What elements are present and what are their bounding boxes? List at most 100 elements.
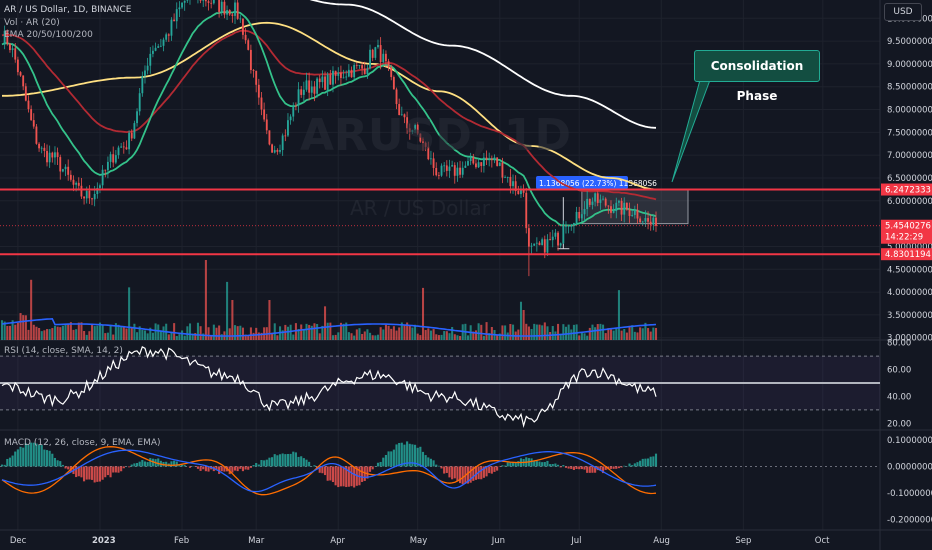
- macd-hist-bar: [180, 464, 184, 467]
- macd-hist-bar: [0, 464, 4, 467]
- macd-hist-bar: [64, 466, 67, 469]
- macd-hist-bar: [533, 460, 536, 467]
- candle-body: [517, 191, 520, 195]
- macd-hist-bar: [631, 465, 634, 467]
- volume-bar: [525, 323, 528, 340]
- candle-body: [588, 198, 591, 205]
- macd-hist-bar: [43, 449, 46, 467]
- ema-indicator-label[interactable]: EMA 20/50/100/200: [4, 30, 93, 40]
- candle-body: [631, 214, 634, 216]
- macd-hist-bar: [403, 444, 406, 467]
- volume-bar: [429, 330, 432, 340]
- volume-bar: [623, 329, 626, 340]
- volume-bar: [16, 322, 19, 340]
- macd-hist-bar: [38, 444, 41, 467]
- macd-indicator-label[interactable]: MACD (12, 26, close, 9, EMA, EMA): [4, 438, 161, 448]
- volume-bar: [599, 323, 602, 340]
- consolidation-phase-callout[interactable]: Consolidation Phase: [694, 50, 820, 103]
- macd-hist-bar: [504, 465, 507, 467]
- volume-bar: [80, 322, 83, 340]
- macd-hist-bar: [490, 466, 493, 474]
- candle-body: [538, 242, 541, 246]
- candle-body: [75, 182, 78, 185]
- currency-button[interactable]: USD: [884, 3, 922, 21]
- candle-body: [554, 232, 557, 237]
- candle-body: [493, 157, 496, 161]
- level-price-tag: 4.8301194: [885, 250, 931, 260]
- macd-hist-bar: [633, 463, 636, 467]
- candle-body: [339, 72, 342, 78]
- symbol-title[interactable]: AR / US Dollar, 1D, BINANCE: [4, 5, 132, 15]
- candle-body: [480, 162, 483, 166]
- volume-bar: [474, 330, 477, 340]
- volume-bar: [218, 325, 221, 340]
- volume-bar: [559, 333, 562, 340]
- macd-hist-bar: [204, 466, 207, 472]
- volume-bar: [220, 334, 223, 340]
- volume-bar: [477, 323, 480, 340]
- macd-hist-bar: [559, 466, 562, 468]
- macd-hist-bar: [265, 459, 268, 467]
- macd-hist-bar: [570, 466, 573, 469]
- macd-hist-bar: [353, 466, 356, 488]
- candle-body: [488, 158, 491, 160]
- volume-bar: [244, 334, 247, 340]
- volume-indicator-label[interactable]: Vol · AR (20): [4, 18, 60, 28]
- price-tick-label: 9.5000000: [887, 37, 932, 47]
- horizontal-levels[interactable]: [0, 188, 880, 256]
- macd-hist-bar: [117, 466, 120, 473]
- volume-bar: [358, 328, 361, 340]
- candle-body: [541, 239, 544, 246]
- candle-body: [239, 18, 242, 20]
- volume-bar: [631, 325, 634, 340]
- macd-hist-bar: [109, 466, 112, 478]
- volume-bar: [578, 335, 581, 340]
- volume-bar: [371, 335, 374, 340]
- volume-bar: [628, 326, 631, 340]
- volume-bars: [1, 260, 658, 340]
- candle-body: [408, 128, 411, 133]
- volume-bar: [522, 310, 525, 340]
- candle-body: [19, 72, 22, 76]
- macd-hist-bar: [286, 453, 290, 467]
- candle-body: [445, 165, 448, 171]
- volume-bar: [48, 329, 51, 340]
- macd-hist-bar: [443, 466, 446, 474]
- candle-body: [16, 59, 19, 73]
- rsi-indicator-label[interactable]: RSI (14, close, SMA, 14, 2): [4, 346, 123, 356]
- macd-hist-bar: [244, 466, 247, 470]
- candle-body: [522, 188, 525, 193]
- callout-arrow: [671, 79, 711, 183]
- candle-body: [56, 152, 59, 158]
- macd-hist-bar: [321, 466, 324, 474]
- macd-line: [1, 449, 657, 493]
- macd-hist-bar: [16, 449, 19, 467]
- volume-bar: [64, 323, 67, 340]
- macd-hist-bar: [456, 466, 459, 482]
- candle-body: [443, 165, 446, 167]
- candle-body: [353, 65, 356, 78]
- candle-body: [46, 150, 48, 163]
- candle-body: [655, 217, 657, 226]
- volume-bar: [32, 324, 35, 340]
- volume-bar: [636, 332, 639, 340]
- candle-body: [202, 0, 205, 1]
- macd-hist-bar: [599, 466, 602, 471]
- candle-body: [321, 76, 324, 83]
- candle-body: [382, 53, 385, 63]
- candle-body: [377, 45, 379, 48]
- volume-bar: [538, 324, 541, 340]
- macd-hist-bar: [398, 442, 401, 467]
- candle-body: [292, 105, 295, 117]
- candle-body: [525, 192, 528, 229]
- volume-bar: [294, 323, 297, 340]
- candle-body: [22, 75, 25, 87]
- price-axis[interactable]: 10.00000009.50000009.00000008.50000008.0…: [10, 14, 932, 546]
- macd-hist-bar: [554, 463, 557, 467]
- price-tick-label: 3.0000000: [887, 334, 932, 344]
- macd-hist-bar: [342, 466, 345, 487]
- volume-bar: [594, 327, 597, 340]
- volume-bar: [390, 328, 393, 340]
- candle-body: [411, 130, 414, 133]
- candle-body: [276, 150, 279, 152]
